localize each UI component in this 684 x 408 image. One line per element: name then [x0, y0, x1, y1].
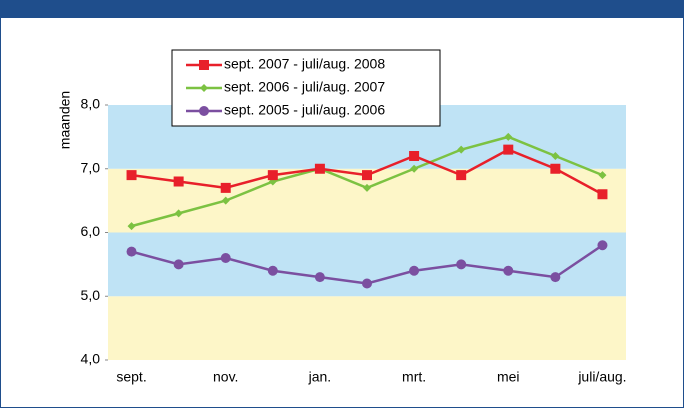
marker [173, 259, 184, 270]
marker [362, 278, 372, 289]
marker [174, 209, 183, 218]
marker [503, 265, 514, 276]
marker [126, 246, 137, 257]
marker [362, 170, 372, 181]
marker [314, 272, 325, 283]
legend-label: sept. 2006 - juli/aug. 2007 [224, 79, 385, 95]
marker [503, 144, 514, 155]
marker [597, 240, 608, 251]
marker [456, 259, 467, 270]
marker [314, 163, 325, 174]
y-tick-label: 4,0 [81, 351, 101, 367]
legend-label: sept. 2007 - juli/aug. 2008 [224, 56, 385, 72]
y-tick-label: 6,0 [81, 223, 101, 239]
marker [409, 151, 420, 161]
marker [363, 183, 371, 192]
y-tick-label: 7,0 [81, 159, 101, 175]
marker [410, 164, 419, 173]
x-tick-label: juli/aug. [577, 369, 626, 385]
marker [456, 170, 467, 181]
background-band [108, 296, 626, 360]
y-axis-label: maanden [57, 91, 73, 149]
y-tick-label: 5,0 [81, 287, 101, 303]
marker [551, 152, 560, 160]
legend-label: sept. 2005 - juli/aug. 2006 [224, 102, 385, 118]
x-tick-label: sept. [116, 369, 146, 385]
marker [504, 132, 513, 141]
marker [267, 265, 278, 276]
marker [220, 182, 231, 193]
x-tick-label: jan. [308, 369, 332, 385]
marker [550, 272, 561, 283]
marker [127, 222, 136, 231]
header-bar [0, 0, 684, 18]
marker [221, 196, 230, 205]
marker [126, 170, 137, 181]
marker [409, 265, 420, 276]
marker [220, 253, 231, 263]
legend-marker [199, 60, 209, 70]
marker [173, 176, 184, 187]
x-tick-label: mei [497, 369, 520, 385]
y-tick-label: 8,0 [81, 96, 101, 112]
legend-marker [199, 106, 209, 116]
legend-marker [200, 84, 208, 92]
x-tick-label: mrt. [402, 369, 426, 385]
x-tick-label: nov. [213, 369, 238, 385]
marker [550, 163, 561, 174]
marker [598, 171, 607, 180]
marker [597, 189, 608, 200]
marker [267, 170, 278, 181]
marker [457, 145, 466, 154]
